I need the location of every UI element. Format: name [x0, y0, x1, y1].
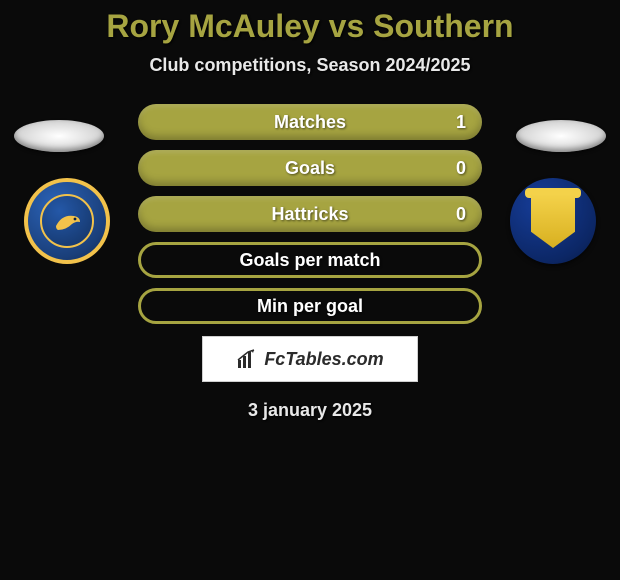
- brand-box: FcTables.com: [202, 336, 418, 382]
- stat-bar-label: Goals per match: [141, 245, 479, 275]
- bird-icon: [52, 206, 84, 238]
- stat-bar-label: Matches: [138, 104, 482, 140]
- stat-bar-value: 0: [456, 150, 466, 186]
- stat-bar: Matches1: [138, 104, 482, 140]
- stat-bar-value: 0: [456, 196, 466, 232]
- right-indicator-oval: [516, 120, 606, 152]
- stat-bar-label: Hattricks: [138, 196, 482, 232]
- stat-bar-value: 1: [456, 104, 466, 140]
- page-subtitle: Club competitions, Season 2024/2025: [0, 55, 620, 76]
- page-title: Rory McAuley vs Southern: [0, 8, 620, 45]
- root: Rory McAuley vs Southern Club competitio…: [0, 0, 620, 421]
- left-indicator-oval: [14, 120, 104, 152]
- stat-bar: Min per goal: [138, 288, 482, 324]
- team-crest-left: [24, 178, 110, 264]
- team-crest-right: [510, 178, 596, 264]
- stat-bar-label: Min per goal: [141, 291, 479, 321]
- stats-bars: Matches1Goals0Hattricks0Goals per matchM…: [138, 104, 482, 324]
- brand-chart-icon: [236, 348, 258, 370]
- stat-bar-label: Goals: [138, 150, 482, 186]
- stat-bar: Hattricks0: [138, 196, 482, 232]
- date-line: 3 january 2025: [0, 400, 620, 421]
- stat-bar: Goals0: [138, 150, 482, 186]
- stat-bar: Goals per match: [138, 242, 482, 278]
- brand-text: FcTables.com: [264, 349, 383, 370]
